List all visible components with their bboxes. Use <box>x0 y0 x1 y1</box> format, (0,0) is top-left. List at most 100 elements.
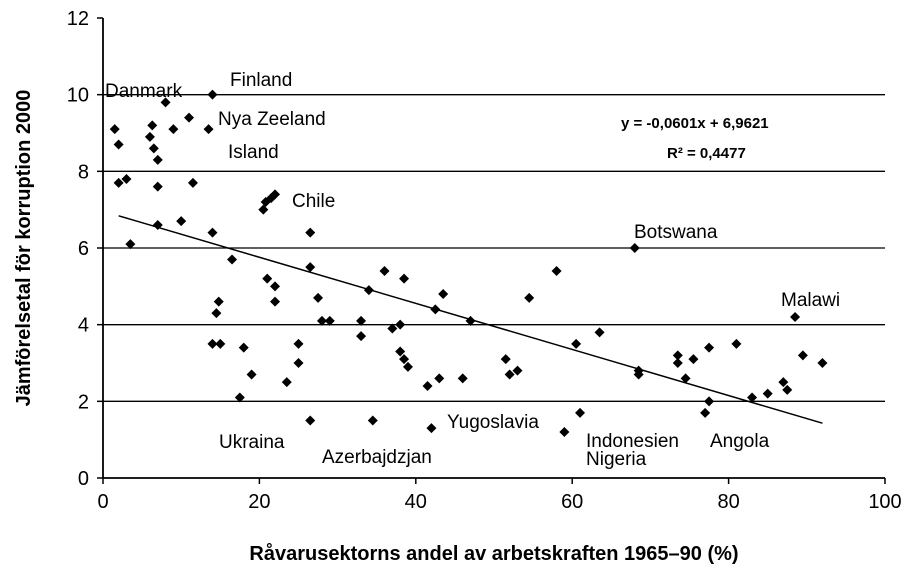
point <box>215 338 226 349</box>
point <box>797 350 808 361</box>
point <box>246 369 257 380</box>
point <box>700 407 711 418</box>
point <box>367 415 378 426</box>
point <box>305 227 316 238</box>
point <box>571 338 582 349</box>
point <box>270 296 281 307</box>
y-tick-label: 12 <box>67 8 89 30</box>
point <box>731 338 742 349</box>
point <box>227 254 238 265</box>
point <box>356 315 367 326</box>
point <box>704 342 715 353</box>
point <box>281 377 292 388</box>
point <box>680 373 691 384</box>
point <box>387 323 398 334</box>
x-tick-label: 100 <box>868 491 901 513</box>
x-tick-label: 20 <box>248 491 270 513</box>
country-label: Nigeria <box>586 449 647 470</box>
point <box>402 361 413 372</box>
point <box>704 396 715 407</box>
point <box>379 266 390 276</box>
point <box>109 124 120 135</box>
point <box>184 112 195 123</box>
point <box>213 296 224 307</box>
x-tick-label: 40 <box>405 491 427 513</box>
trend-equation: y = -0,0601x + 6,9621 <box>621 115 769 132</box>
point <box>356 331 367 342</box>
point <box>148 143 159 154</box>
point <box>426 423 437 434</box>
point <box>113 139 124 150</box>
point <box>395 319 406 330</box>
x-tick-label: 80 <box>717 491 739 513</box>
point <box>160 97 171 108</box>
x-tick-label: 0 <box>97 491 108 513</box>
point <box>147 120 158 131</box>
y-tick-label: 6 <box>78 238 89 260</box>
point <box>512 365 523 376</box>
point <box>399 273 410 284</box>
point <box>559 427 570 437</box>
y-tick-label: 8 <box>78 161 89 183</box>
trendline <box>118 215 823 424</box>
point <box>187 177 198 188</box>
y-tick-label: 10 <box>67 85 89 107</box>
point <box>688 354 699 365</box>
point <box>152 154 163 165</box>
point <box>500 354 511 365</box>
y-tick-label: 2 <box>78 391 89 413</box>
point <box>293 338 304 349</box>
point <box>207 227 218 238</box>
point <box>144 131 155 142</box>
point <box>434 373 445 384</box>
point <box>782 384 793 395</box>
point <box>121 174 132 184</box>
point <box>262 273 273 284</box>
point <box>790 312 801 322</box>
point <box>422 381 433 391</box>
country-label: Indonesien <box>586 431 679 452</box>
point <box>305 415 316 426</box>
point <box>270 281 281 292</box>
country-label: Azerbajdzjan <box>322 447 432 468</box>
point <box>524 292 535 303</box>
point <box>762 388 773 399</box>
point <box>313 292 324 303</box>
country-label: Finland <box>230 70 292 91</box>
point <box>211 308 222 319</box>
point <box>168 124 179 135</box>
x-tick-label: 60 <box>561 491 583 513</box>
r-squared: R² = 0,4477 <box>667 145 746 162</box>
point <box>324 315 335 326</box>
point <box>238 342 249 353</box>
point <box>551 266 562 276</box>
point <box>176 216 187 227</box>
point <box>395 346 406 357</box>
point <box>113 177 124 188</box>
country-label: Yugoslavia <box>447 412 539 433</box>
point <box>203 124 214 135</box>
point <box>207 338 218 349</box>
point <box>305 262 316 273</box>
point <box>817 358 828 368</box>
country-label: Ukraina <box>219 432 285 453</box>
point <box>316 315 327 326</box>
point <box>457 373 468 384</box>
point <box>629 243 640 253</box>
point <box>575 407 586 418</box>
point <box>234 392 245 403</box>
country-label: Angola <box>710 431 770 452</box>
country-label: Chile <box>292 191 335 212</box>
point <box>293 358 304 368</box>
country-label: Danmark <box>105 81 183 102</box>
point <box>207 89 218 100</box>
point <box>258 204 269 215</box>
country-label: Malawi <box>781 290 840 311</box>
y-axis-title: Jämförelsetal för korruption 2000 <box>13 90 35 407</box>
point <box>504 369 515 380</box>
point <box>672 350 683 361</box>
point <box>747 392 758 403</box>
point <box>778 377 789 388</box>
point <box>672 358 683 368</box>
